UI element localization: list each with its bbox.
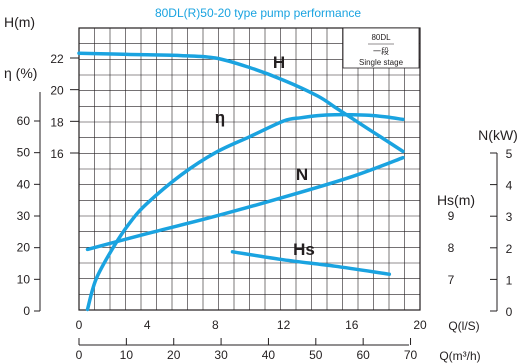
h-tick-label: 20 [50,84,64,98]
eta-axis-title: η (%) [4,65,37,81]
eta-tick-label: 50 [17,146,31,160]
q-tick-label: 12 [277,318,291,332]
series-Hs-curve [230,250,392,276]
q-tick-label: 0 [76,318,83,332]
eta-tick-label: 60 [17,114,31,128]
q2-tick-label: 30 [214,348,228,362]
series-N-label: N [296,165,308,184]
n-axis-title: N(kW) [478,127,518,143]
series-eta-label: η [215,108,225,127]
legend-box: 80DL 一段 Single stage [342,27,420,69]
q-tick-label: 4 [144,318,151,332]
hs-tick-label: 9 [448,209,455,223]
h-axis-title: H(m) [4,14,35,30]
n-tick-label: 4 [506,179,513,193]
q2-axis-title: Q(m³/h) [439,349,480,363]
n-tick-label: 5 [506,147,513,161]
q-tick-label: 20 [413,318,427,332]
legend-box-frame [342,27,420,69]
q2-tick-label: 50 [309,348,323,362]
q2-tick-label: 20 [167,348,181,362]
n-tick-label: 0 [506,305,513,319]
legend-line-1: 80DL [371,33,391,42]
hs-tick-label: 7 [448,273,455,287]
eta-tick-label: 40 [17,177,31,191]
eta-tick-label: 20 [17,241,31,255]
series-eta-curve [85,112,405,312]
q2-tick-label: 70 [404,348,418,362]
eta-tick-label: 30 [17,209,31,223]
hs-axis-title: Hs(m) [437,192,475,208]
q2-tick-label: 40 [262,348,276,362]
q-axis-title: Q(l/S) [448,319,479,333]
curves [77,51,405,312]
plot-frame [78,27,421,311]
curve-labels: Hη N Hs [215,53,315,259]
eta-tick-label: 0 [23,304,30,318]
hs-tick-label: 8 [448,241,455,255]
q2-tick-label: 0 [76,348,83,362]
q-tick-label: 8 [212,318,219,332]
eta-tick-label: 10 [17,272,31,286]
h-tick-label: 18 [50,115,64,129]
series-H-label: H [273,53,285,72]
q-tick-label: 16 [345,318,359,332]
chart-title: 80DL(R)50-20 type pump performance [155,6,361,20]
n-tick-label: 1 [506,273,513,287]
legend-line-2: 一段 [373,46,389,56]
q2-tick-label: 60 [356,348,370,362]
h-tick-label: 22 [50,52,64,66]
series-Hs-label: Hs [293,240,315,259]
q2-tick-label: 10 [120,348,134,362]
legend-line-3: Single stage [359,58,404,67]
series-N-curve [85,155,405,252]
h-tick-label: 16 [50,147,64,161]
series-H-curve [77,51,405,154]
n-tick-label: 3 [506,210,513,224]
n-tick-label: 2 [506,242,513,256]
